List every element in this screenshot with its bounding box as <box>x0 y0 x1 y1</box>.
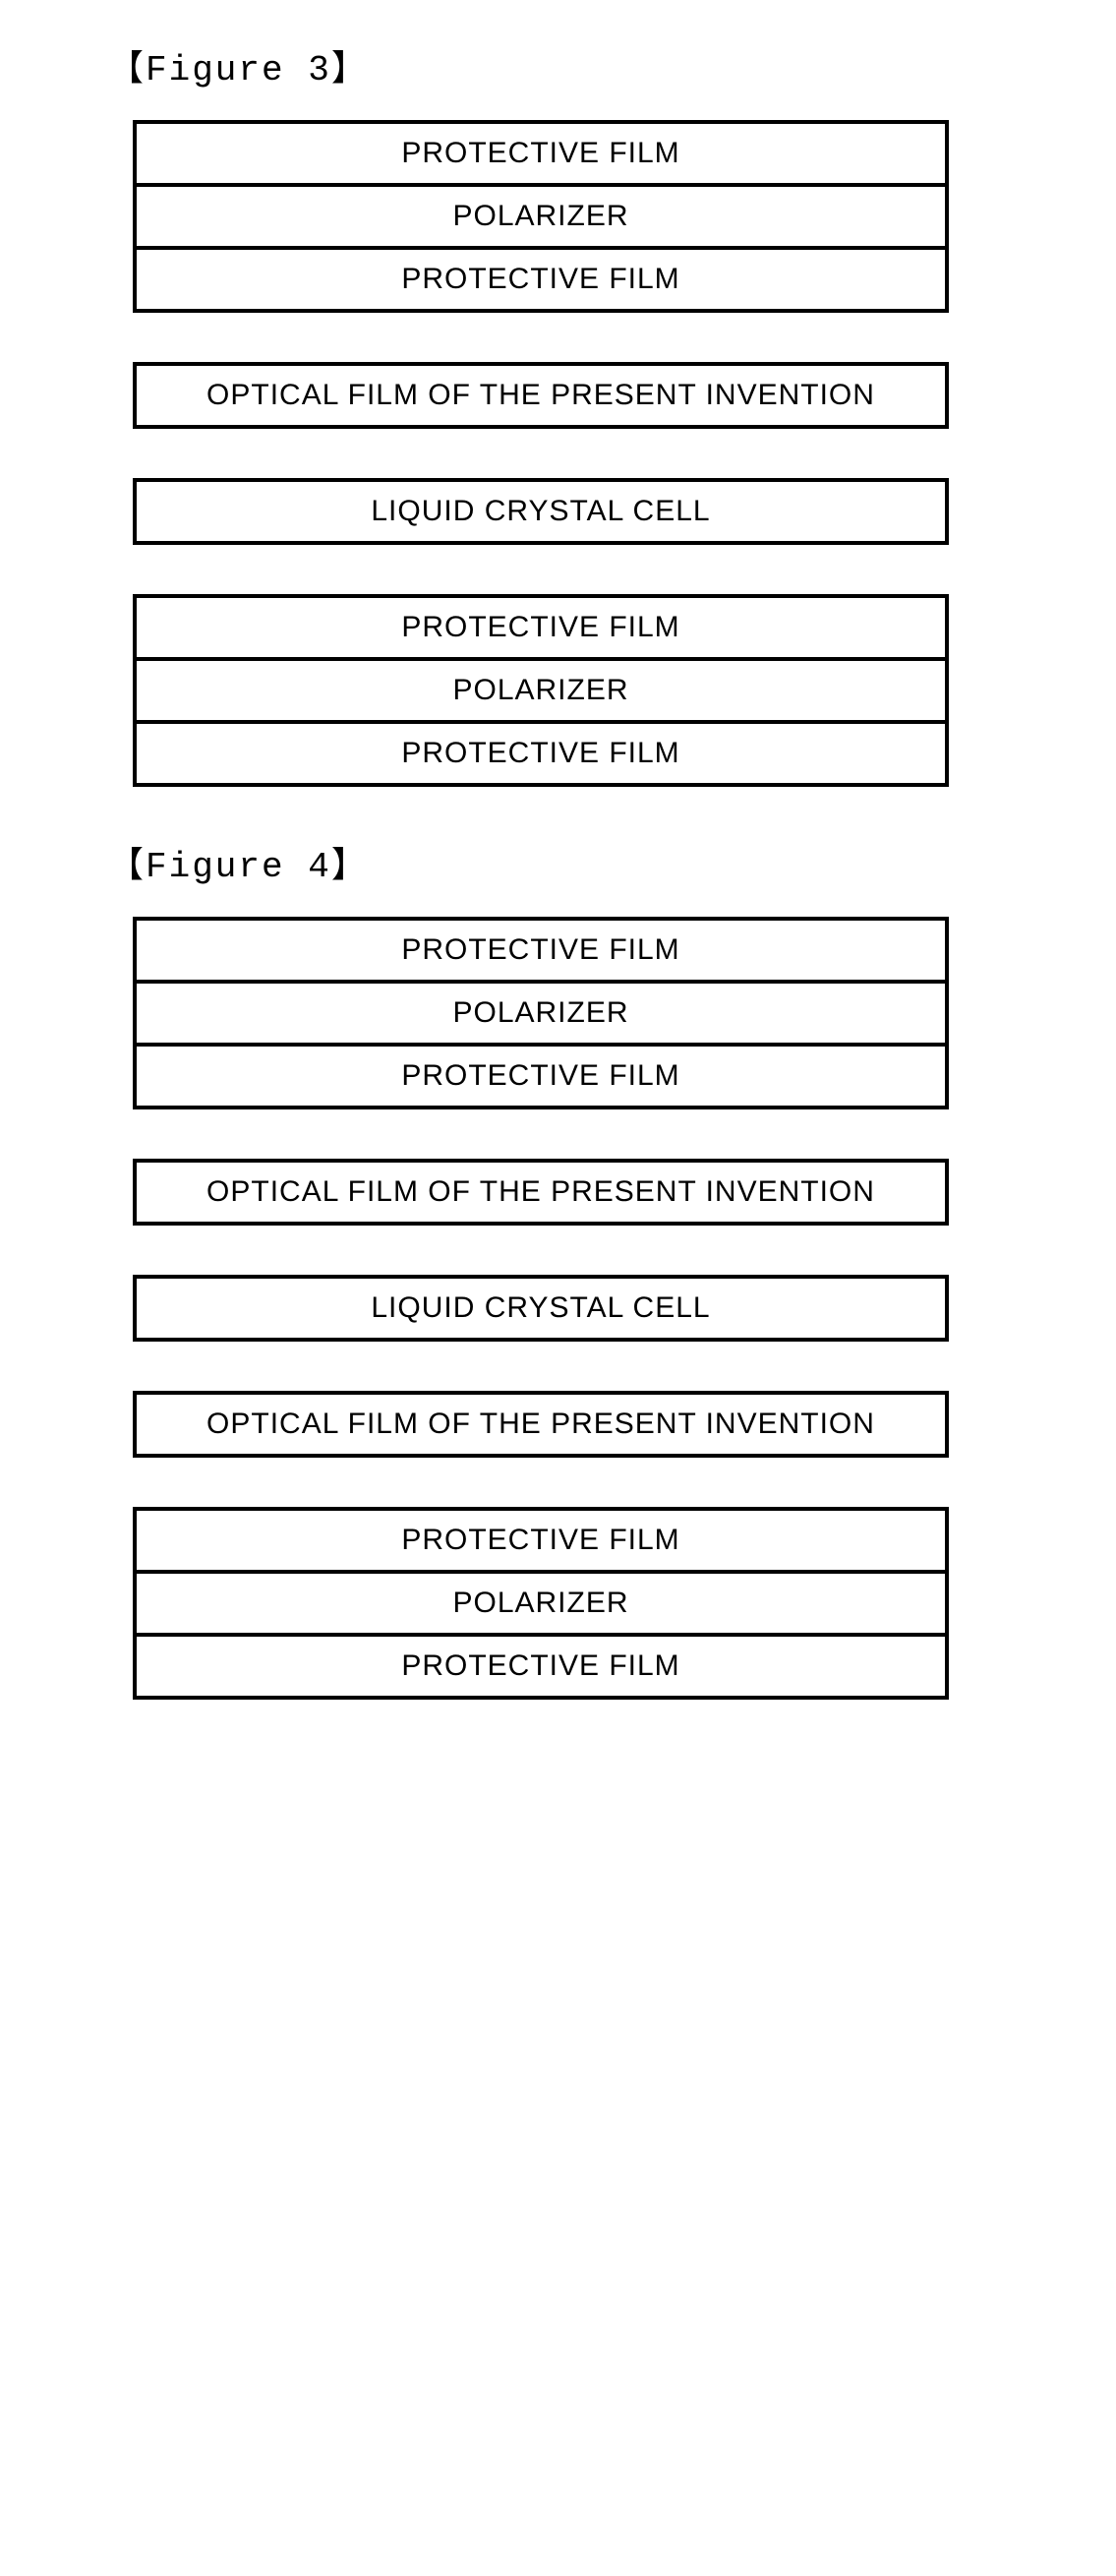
figure-4-title: 【Figure 4】 <box>108 836 1116 887</box>
figure-3-stack: PROTECTIVE FILM POLARIZER PROTECTIVE FIL… <box>133 120 949 787</box>
fig3-liquid-crystal-cell: LIQUID CRYSTAL CELL <box>133 478 949 545</box>
fig3-top-polarizer: POLARIZER <box>137 187 945 250</box>
fig4-bottom-polarizer-group: PROTECTIVE FILM POLARIZER PROTECTIVE FIL… <box>133 1507 949 1700</box>
fig3-top-protective-film-lower: PROTECTIVE FILM <box>137 250 945 309</box>
figure-3: 【Figure 3】 PROTECTIVE FILM POLARIZER PRO… <box>0 39 1116 787</box>
page: 【Figure 3】 PROTECTIVE FILM POLARIZER PRO… <box>0 0 1116 1808</box>
fig4-optical-film-top: OPTICAL FILM OF THE PRESENT INVENTION <box>133 1159 949 1226</box>
fig4-liquid-crystal-cell: LIQUID CRYSTAL CELL <box>133 1275 949 1342</box>
fig3-optical-film: OPTICAL FILM OF THE PRESENT INVENTION <box>133 362 949 429</box>
fig4-top-polarizer-group: PROTECTIVE FILM POLARIZER PROTECTIVE FIL… <box>133 917 949 1109</box>
fig3-top-polarizer-group: PROTECTIVE FILM POLARIZER PROTECTIVE FIL… <box>133 120 949 313</box>
fig4-top-polarizer: POLARIZER <box>137 984 945 1047</box>
fig4-bottom-protective-film-upper: PROTECTIVE FILM <box>137 1511 945 1574</box>
fig3-bottom-protective-film-upper: PROTECTIVE FILM <box>137 598 945 661</box>
figure-3-title: 【Figure 3】 <box>108 39 1116 90</box>
fig3-bottom-polarizer: POLARIZER <box>137 661 945 724</box>
fig4-bottom-polarizer: POLARIZER <box>137 1574 945 1637</box>
fig3-top-protective-film-upper: PROTECTIVE FILM <box>137 124 945 187</box>
fig4-top-protective-film-lower: PROTECTIVE FILM <box>137 1047 945 1106</box>
figure-4: 【Figure 4】 PROTECTIVE FILM POLARIZER PRO… <box>0 836 1116 1700</box>
fig4-top-protective-film-upper: PROTECTIVE FILM <box>137 921 945 984</box>
figure-4-stack: PROTECTIVE FILM POLARIZER PROTECTIVE FIL… <box>133 917 949 1700</box>
fig4-bottom-protective-film-lower: PROTECTIVE FILM <box>137 1637 945 1696</box>
fig3-bottom-polarizer-group: PROTECTIVE FILM POLARIZER PROTECTIVE FIL… <box>133 594 949 787</box>
fig3-bottom-protective-film-lower: PROTECTIVE FILM <box>137 724 945 783</box>
fig4-optical-film-bottom: OPTICAL FILM OF THE PRESENT INVENTION <box>133 1391 949 1458</box>
